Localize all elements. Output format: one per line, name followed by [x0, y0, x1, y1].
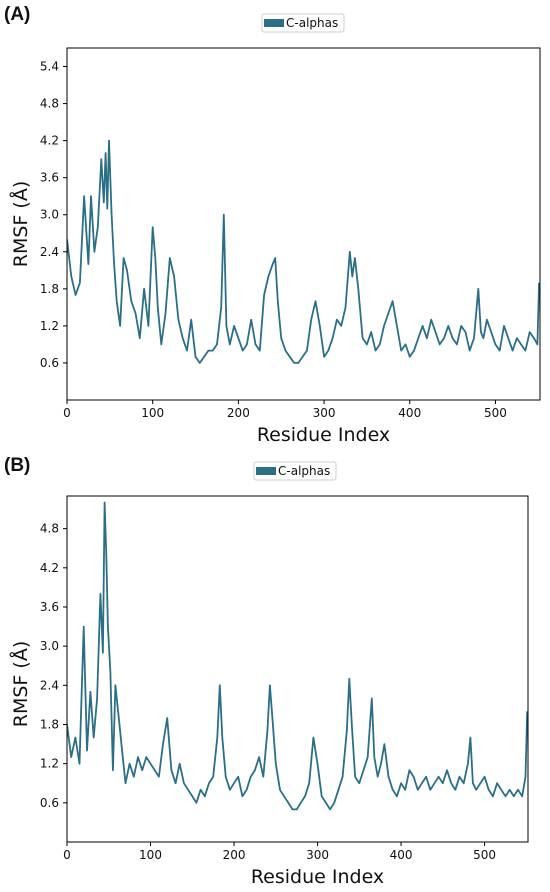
- panel-label-a: (A): [4, 4, 31, 25]
- y-tick-label: 2.4: [40, 245, 59, 259]
- y-tick-label: 3.6: [40, 171, 59, 185]
- y-axis-title: RMSF (Å): [9, 181, 32, 267]
- x-tick-label: 400: [390, 848, 413, 862]
- y-tick-label: 3.0: [40, 639, 59, 653]
- x-tick-label: 0: [63, 848, 71, 862]
- y-tick-label: 3.6: [40, 600, 59, 614]
- legend-label: C-alphas: [278, 464, 330, 478]
- y-tick-label: 4.2: [40, 134, 59, 148]
- x-tick-label: 300: [313, 406, 336, 420]
- x-tick-label: 400: [398, 406, 421, 420]
- x-tick-label: 200: [227, 406, 250, 420]
- x-tick-label: 500: [484, 406, 507, 420]
- y-tick-label: 1.8: [40, 717, 59, 731]
- y-tick-label: 0.6: [40, 356, 59, 370]
- x-tick-label: 200: [223, 848, 246, 862]
- x-tick-label: 100: [139, 848, 162, 862]
- y-tick-label: 1.2: [40, 757, 59, 771]
- y-tick-label: 5.4: [40, 60, 59, 74]
- y-tick-label: 1.8: [40, 282, 59, 296]
- y-tick-label: 4.8: [40, 97, 59, 111]
- chart-panel-b: 0 100 200 300 400 500 0.6 1.2 1.8 2.4 3.0 3.6 4.2 4.8…: [9, 461, 529, 888]
- series-line-c-alphas: [67, 139, 540, 364]
- y-axis-title: RMSF (Å): [9, 641, 32, 727]
- y-tick-label: 4.2: [40, 561, 59, 575]
- legend-swatch: [264, 19, 284, 27]
- y-tick-label: 4.8: [40, 522, 59, 536]
- y-tick-label: 3.0: [40, 208, 59, 222]
- x-tick-label: 0: [63, 406, 71, 420]
- legend-label: C-alphas: [286, 16, 338, 30]
- y-tick-label: 1.2: [40, 319, 59, 333]
- chart-panel-a: 0 100 200 300 400 500 0.6 1.2 1.8 2.4 3.0 3.6 4.2 4.8…: [9, 13, 541, 446]
- x-tick-label: 300: [306, 848, 329, 862]
- legend-box: [253, 461, 337, 481]
- plot-frame: [66, 47, 541, 401]
- y-tick-label: 0.6: [40, 796, 59, 810]
- y-tick-label: 2.4: [40, 678, 59, 692]
- x-axis-title: Residue Index: [251, 866, 384, 888]
- legend-box: [261, 13, 345, 33]
- legend-swatch: [256, 467, 276, 475]
- x-tick-label: 500: [473, 848, 496, 862]
- series-line-c-alphas: [67, 501, 528, 811]
- panel-label-b: (B): [4, 455, 31, 476]
- plot-frame: [66, 495, 529, 843]
- x-tick-label: 100: [141, 406, 164, 420]
- x-axis-title: Residue Index: [257, 424, 390, 446]
